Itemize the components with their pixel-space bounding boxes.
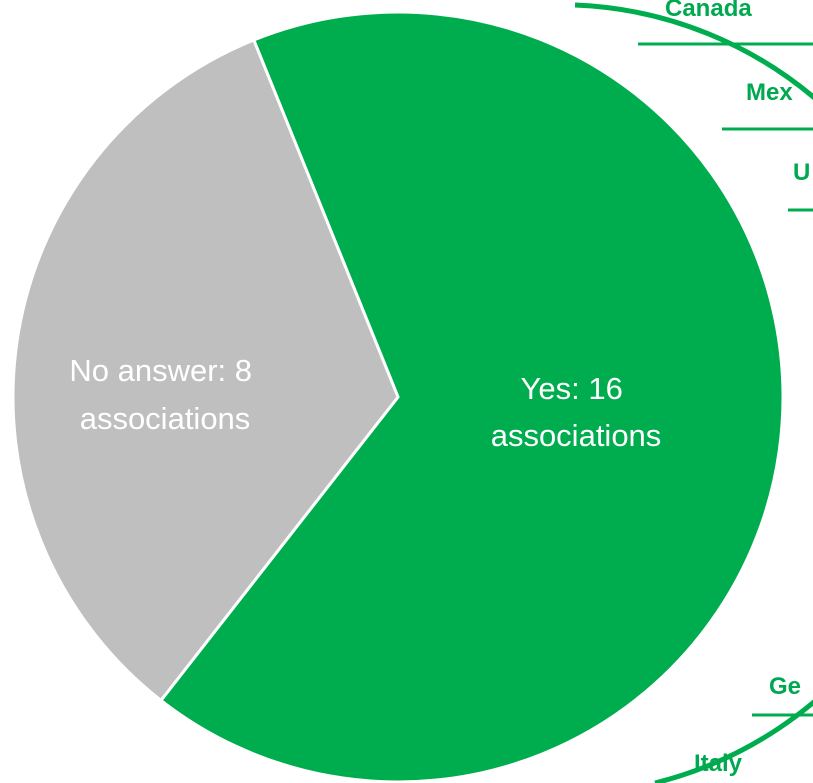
country-label-germany: Ge: [769, 673, 801, 700]
country-label-us: U: [793, 159, 810, 186]
country-label-canada: Canada: [665, 0, 752, 22]
slice-labels: Yes: 16 associations No answer: 8 associ…: [69, 353, 661, 453]
slice-label-yes-line1: Yes: 16: [521, 371, 623, 406]
slice-label-no-answer: No answer: 8 associations: [69, 353, 260, 436]
country-label-mexico: Mex: [746, 79, 793, 106]
country-labels: Canada Mex U Ge Italy: [665, 0, 810, 777]
outer-ring-arc: [574, 2, 813, 783]
slice-label-yes-line2: associations: [491, 418, 662, 453]
country-separators: [638, 42, 813, 717]
outer-ring: [574, 2, 813, 783]
slice-label-yes: Yes: 16 associations: [491, 371, 662, 453]
slice-label-no-answer-line1: No answer: 8: [69, 353, 252, 388]
pie-slice-yes: [158, 10, 785, 783]
slice-label-no-answer-line2: associations: [80, 401, 251, 436]
pie-slice-no-answer: [11, 38, 400, 703]
pie-slices: [11, 10, 785, 783]
country-label-italy: Italy: [694, 750, 743, 777]
